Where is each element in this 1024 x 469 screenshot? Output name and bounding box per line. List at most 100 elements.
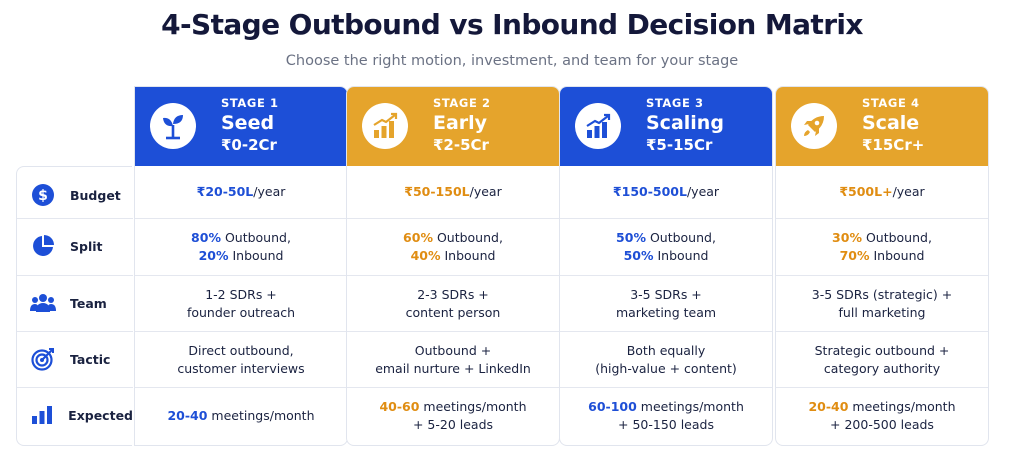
row-label-text: Tactic bbox=[70, 351, 111, 367]
split-cell: 80% Outbound, 20% Inbound bbox=[135, 219, 347, 275]
tactic-cell: Both equally (high-value + content) bbox=[560, 332, 772, 388]
stage-column-4: STAGE 4 Scale ₹15Cr+ ₹500L+/year 30% Out… bbox=[775, 86, 989, 446]
outbound-label: Outbound, bbox=[645, 230, 716, 245]
tactic-line-2: customer interviews bbox=[177, 361, 305, 376]
stage-header: STAGE 1 Seed ₹0-2Cr bbox=[135, 87, 347, 166]
stage-name: Scaling bbox=[646, 112, 724, 134]
stage-revenue-range: ₹2-5Cr bbox=[433, 136, 489, 154]
outbound-percent: 30% bbox=[832, 230, 862, 245]
team-line-2: full marketing bbox=[838, 305, 926, 320]
row-label-budget: $ Budget bbox=[17, 177, 133, 213]
bar-chart-icon bbox=[30, 402, 54, 428]
leads-line: + 200-500 leads bbox=[830, 417, 934, 432]
tactic-cell: Direct outbound, customer interviews bbox=[135, 332, 347, 388]
outbound-label: Outbound, bbox=[861, 230, 932, 245]
meetings-range: 20-40 bbox=[167, 408, 208, 423]
dollar-icon: $ bbox=[30, 182, 56, 208]
meetings-label: meetings/month bbox=[636, 399, 744, 414]
budget-amount: ₹500L+ bbox=[839, 184, 893, 199]
tactic-line-1: Direct outbound, bbox=[188, 343, 294, 358]
leads-line: + 5-20 leads bbox=[412, 417, 494, 432]
split-cell: 30% Outbound, 70% Inbound bbox=[776, 219, 988, 275]
rocket-icon bbox=[804, 116, 824, 136]
inbound-percent: 20% bbox=[198, 248, 229, 263]
divider bbox=[560, 218, 772, 219]
stage-header: STAGE 2 Early ₹2-5Cr bbox=[347, 87, 559, 166]
budget-period: /year bbox=[253, 184, 286, 199]
team-cell: 2-3 SDRs + content person bbox=[347, 276, 559, 332]
split-cell: 50% Outbound, 50% Inbound bbox=[560, 219, 772, 275]
trend-chart-icon bbox=[586, 113, 611, 138]
row-label-text: Expected bbox=[68, 407, 133, 423]
budget-amount: ₹50-150L bbox=[404, 184, 470, 199]
row-label-tactic: Tactic bbox=[17, 337, 133, 381]
budget-cell: ₹150-500L/year bbox=[560, 166, 772, 218]
inbound-label: Inbound bbox=[653, 248, 709, 263]
inbound-label: Inbound bbox=[228, 248, 284, 263]
divider bbox=[560, 275, 772, 276]
divider bbox=[776, 331, 988, 332]
divider bbox=[347, 218, 559, 219]
stage-header: STAGE 3 Scaling ₹5-15Cr bbox=[560, 87, 772, 166]
divider bbox=[135, 275, 347, 276]
stage-icon-circle bbox=[362, 103, 408, 149]
pie-chart-icon bbox=[30, 233, 56, 259]
outbound-percent: 60% bbox=[403, 230, 433, 245]
divider bbox=[776, 218, 988, 219]
meetings-range: 60-100 bbox=[588, 399, 637, 414]
stage-column-1: STAGE 1 Seed ₹0-2Cr ₹20-50L/year 80% Out… bbox=[134, 86, 348, 446]
budget-period: /year bbox=[469, 184, 502, 199]
tactic-line-2: category authority bbox=[823, 361, 941, 376]
stage-revenue-range: ₹0-2Cr bbox=[221, 136, 277, 154]
divider bbox=[560, 387, 772, 388]
stage-header: STAGE 4 Scale ₹15Cr+ bbox=[776, 87, 988, 166]
row-label-text: Budget bbox=[70, 187, 121, 203]
expected-cell: 60-100 meetings/month + 50-150 leads bbox=[560, 388, 772, 444]
team-line-2: founder outreach bbox=[186, 305, 296, 320]
divider bbox=[17, 218, 133, 219]
team-line-2: marketing team bbox=[615, 305, 717, 320]
stage-name: Seed bbox=[221, 112, 275, 134]
divider bbox=[347, 387, 559, 388]
svg-text:$: $ bbox=[38, 188, 48, 204]
tactic-line-1: Outbound + bbox=[414, 343, 492, 358]
page-subtitle: Choose the right motion, investment, and… bbox=[285, 53, 739, 69]
target-icon bbox=[30, 346, 56, 372]
outbound-percent: 80% bbox=[191, 230, 221, 245]
row-label-split: Split bbox=[17, 224, 133, 268]
outbound-label: Outbound, bbox=[220, 230, 291, 245]
outbound-percent: 50% bbox=[616, 230, 646, 245]
split-cell: 60% Outbound, 40% Inbound bbox=[347, 219, 559, 275]
budget-cell: ₹500L+/year bbox=[776, 166, 988, 218]
divider bbox=[135, 387, 347, 388]
budget-cell: ₹50-150L/year bbox=[347, 166, 559, 218]
page-title: 4-Stage Outbound vs Inbound Decision Mat… bbox=[161, 8, 863, 41]
meetings-label: meetings/month bbox=[419, 399, 527, 414]
leads-line: + 50-150 leads bbox=[618, 417, 714, 432]
stage-revenue-range: ₹15Cr+ bbox=[862, 136, 925, 154]
tactic-cell: Strategic outbound + category authority bbox=[776, 332, 988, 388]
stage-number: STAGE 4 bbox=[862, 96, 920, 110]
tactic-line-1: Strategic outbound + bbox=[814, 343, 950, 358]
stage-number: STAGE 2 bbox=[433, 96, 491, 110]
divider bbox=[17, 387, 133, 388]
meetings-range: 40-60 bbox=[379, 399, 420, 414]
team-line-1: 3-5 SDRs + bbox=[630, 287, 702, 302]
stage-column-3: STAGE 3 Scaling ₹5-15Cr ₹150-500L/year 5… bbox=[559, 86, 773, 446]
divider bbox=[776, 387, 988, 388]
row-labels-panel: $ Budget Split Team Tactic Expected bbox=[16, 166, 133, 446]
team-line-1: 2-3 SDRs + bbox=[417, 287, 489, 302]
inbound-label: Inbound bbox=[440, 248, 496, 263]
stage-icon-circle bbox=[150, 103, 196, 149]
expected-cell: 40-60 meetings/month + 5-20 leads bbox=[347, 388, 559, 444]
row-label-text: Split bbox=[70, 238, 103, 254]
row-label-text: Team bbox=[70, 295, 107, 311]
team-cell: 3-5 SDRs + marketing team bbox=[560, 276, 772, 332]
team-line-1: 3-5 SDRs (strategic) + bbox=[811, 287, 953, 302]
stage-number: STAGE 3 bbox=[646, 96, 704, 110]
divider bbox=[135, 218, 347, 219]
expected-cell: 20-40 meetings/month + 200-500 leads bbox=[776, 388, 988, 444]
budget-period: /year bbox=[686, 184, 720, 199]
budget-amount: ₹150-500L bbox=[612, 184, 687, 199]
stage-number: STAGE 1 bbox=[221, 96, 279, 110]
